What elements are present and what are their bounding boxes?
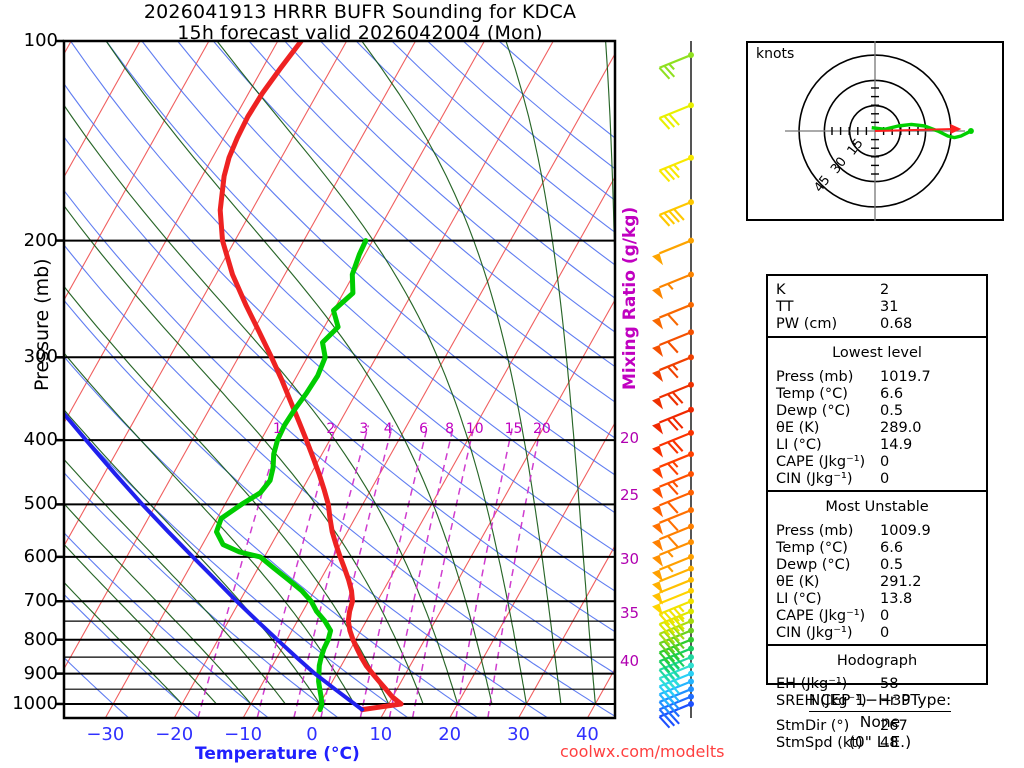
pressure-tick-200: 200 — [23, 229, 58, 251]
sounding-stats-panel: K 2 TT 31 PW (cm) 0.68 Lowest level Press (mb) 1… — [766, 274, 988, 751]
temperature-tick-40: 40 — [575, 724, 599, 745]
lowest-level-row-0-label: Press (mb) — [776, 369, 854, 385]
lowest-level-row-3-label: θE (K) — [776, 420, 820, 436]
pressure-axis-title: Pressure (mb) — [31, 258, 53, 391]
temperature-tick-30: 30 — [507, 724, 531, 745]
pressure-tick-600: 600 — [23, 545, 58, 567]
lowest-level-row-2-value: 0.5 — [880, 403, 904, 419]
lowest-level-row-1-value: 6.6 — [880, 386, 904, 402]
temperature-tick-20: 20 — [438, 724, 462, 745]
right-axis-tick-40: 40 — [620, 652, 640, 670]
mixing-ratio-axis-title: Mixing Ratio (g/kg) — [620, 206, 640, 390]
mixing-ratio-label-2: 2 — [326, 421, 336, 438]
stat-index-0-value: 2 — [880, 282, 890, 298]
most-unstable-row-2-label: Dewp (°C) — [776, 557, 851, 573]
most-unstable-row-4-label: LI (°C) — [776, 591, 822, 607]
temperature-tick-0: 0 — [306, 724, 318, 745]
most-unstable-row-1-value: 6.6 — [880, 540, 904, 556]
most-unstable-row-6-value: 0 — [880, 625, 890, 641]
temperature-tick--30: −30 — [86, 724, 125, 745]
pressure-tick-1000: 1000 — [12, 692, 58, 714]
most-unstable-row-5-value: 0 — [880, 608, 890, 624]
hodograph-heading: Hodograph — [836, 653, 918, 669]
temperature-tick--10: −10 — [224, 724, 263, 745]
pressure-tick-500: 500 — [23, 493, 58, 515]
hodograph-row-1-label: SREH (Jkg⁻¹) — [776, 693, 867, 709]
hodograph-row-0-value: 58 — [880, 676, 899, 692]
lowest-level-row-4-label: LI (°C) — [776, 437, 822, 453]
hodograph-row-1-value: −39 — [880, 693, 911, 709]
most-unstable-row-3-value: 291.2 — [880, 574, 922, 590]
watermark: coolwx.com/modelts — [560, 742, 725, 761]
mixing-ratio-label-15: 15 — [504, 421, 523, 438]
panel-divider — [768, 490, 986, 492]
title-line-2: 15h forecast valid 2026042004 (Mon) — [177, 22, 543, 44]
lowest-level-row-5-value: 0 — [880, 454, 890, 470]
lowest-level-row-0-value: 1019.7 — [880, 369, 931, 385]
mixing-ratio-label-1: 1 — [272, 421, 282, 438]
hodograph-row-0-label: EH (Jkg⁻¹) — [776, 676, 848, 692]
stat-index-2-value: 0.68 — [880, 316, 913, 332]
mixing-ratio-label-8: 8 — [445, 421, 455, 438]
hodograph-panel — [746, 41, 1004, 221]
most-unstable-row-0-value: 1009.9 — [880, 523, 931, 539]
hodograph-row-3-value: 267 — [880, 718, 908, 734]
pressure-tick-300: 300 — [23, 346, 58, 368]
most-unstable-row-6-label: CIN (Jkg⁻¹) — [776, 625, 853, 641]
lowest-level-row-6-label: CIN (Jkg⁻¹) — [776, 471, 853, 487]
most-unstable-row-1-label: Temp (°C) — [776, 540, 848, 556]
stat-index-1-value: 31 — [880, 299, 899, 315]
page-title: 2026041913 HRRR BUFR Sounding for KDCA 1… — [0, 2, 720, 44]
mixing-ratio-label-3: 3 — [359, 421, 369, 438]
mixing-ratio-label-20: 20 — [533, 421, 551, 438]
hodograph-row-4-label: StmSpd (kt) — [776, 735, 863, 751]
most-unstable-row-4-value: 13.8 — [880, 591, 913, 607]
title-line-1: 2026041913 HRRR BUFR Sounding for KDCA — [143, 1, 577, 23]
temperature-tick-10: 10 — [369, 724, 393, 745]
right-axis-tick-25: 25 — [620, 486, 640, 504]
ptype-value: None — [859, 713, 901, 731]
panel-divider — [768, 336, 986, 338]
lowest-level-heading: Lowest level — [832, 345, 922, 361]
most-unstable-row-3-label: θE (K) — [776, 574, 820, 590]
stat-index-0-label: K — [776, 282, 786, 298]
temperature-axis-title: Temperature (°C) — [195, 744, 360, 764]
hodograph-row-3-label: StmDir (°) — [776, 718, 850, 734]
stat-index-1-label: TT — [776, 299, 794, 315]
temperature-tick--20: −20 — [155, 724, 194, 745]
pressure-tick-100: 100 — [23, 30, 58, 51]
mixing-ratio-label-6: 6 — [419, 421, 429, 438]
pressure-tick-400: 400 — [23, 429, 58, 451]
most-unstable-row-0-label: Press (mb) — [776, 523, 854, 539]
pressure-tick-800: 800 — [23, 628, 58, 650]
right-axis-tick-20: 20 — [620, 429, 640, 447]
hodograph-row-4-value: 48 — [880, 735, 899, 751]
lowest-level-row-4-value: 14.9 — [880, 437, 913, 453]
lowest-level-row-3-value: 289.0 — [880, 420, 922, 436]
mixing-ratio-label-4: 4 — [383, 421, 393, 438]
most-unstable-heading: Most Unstable — [825, 499, 929, 515]
stat-index-2-label: PW (cm) — [776, 316, 838, 332]
ptype-amount: (0" L.E.) — [848, 733, 912, 751]
ptype-heading: NCEP 1−Hr PType: — [808, 690, 952, 712]
lowest-level-row-5-label: CAPE (Jkg⁻¹) — [776, 454, 866, 470]
lowest-level-row-1-label: Temp (°C) — [776, 386, 848, 402]
most-unstable-row-2-value: 0.5 — [880, 557, 904, 573]
most-unstable-row-5-label: CAPE (Jkg⁻¹) — [776, 608, 866, 624]
lowest-level-row-2-label: Dewp (°C) — [776, 403, 851, 419]
lowest-level-row-6-value: 0 — [880, 471, 890, 487]
right-axis-tick-30: 30 — [620, 550, 640, 568]
pressure-tick-900: 900 — [23, 662, 58, 684]
hodograph-units-label: knots — [756, 46, 795, 62]
mixing-ratio-label-10: 10 — [465, 421, 484, 438]
panel-divider — [768, 644, 986, 646]
right-axis-tick-35: 35 — [620, 604, 640, 622]
ptype-panel: NCEP 1−Hr PType: None (0" L.E.) — [735, 690, 1024, 752]
pressure-tick-700: 700 — [23, 590, 58, 612]
